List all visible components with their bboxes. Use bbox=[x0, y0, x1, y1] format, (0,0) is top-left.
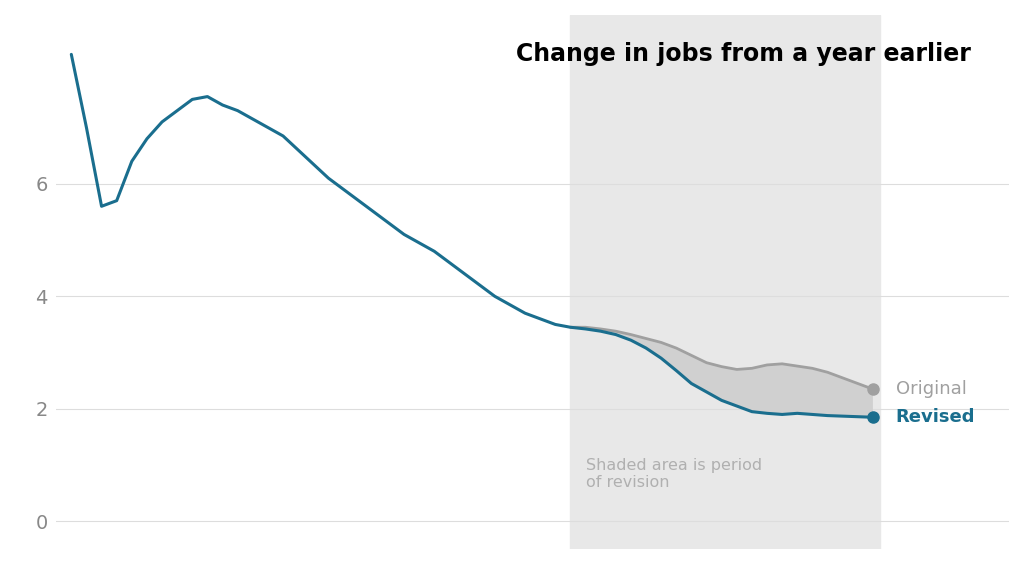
Text: Change in jobs from a year earlier: Change in jobs from a year earlier bbox=[516, 41, 971, 66]
Text: Original: Original bbox=[896, 380, 967, 398]
Text: Revised: Revised bbox=[896, 408, 975, 426]
Text: Shaded area is period
of revision: Shaded area is period of revision bbox=[586, 458, 762, 490]
Bar bbox=[570, 15, 881, 550]
